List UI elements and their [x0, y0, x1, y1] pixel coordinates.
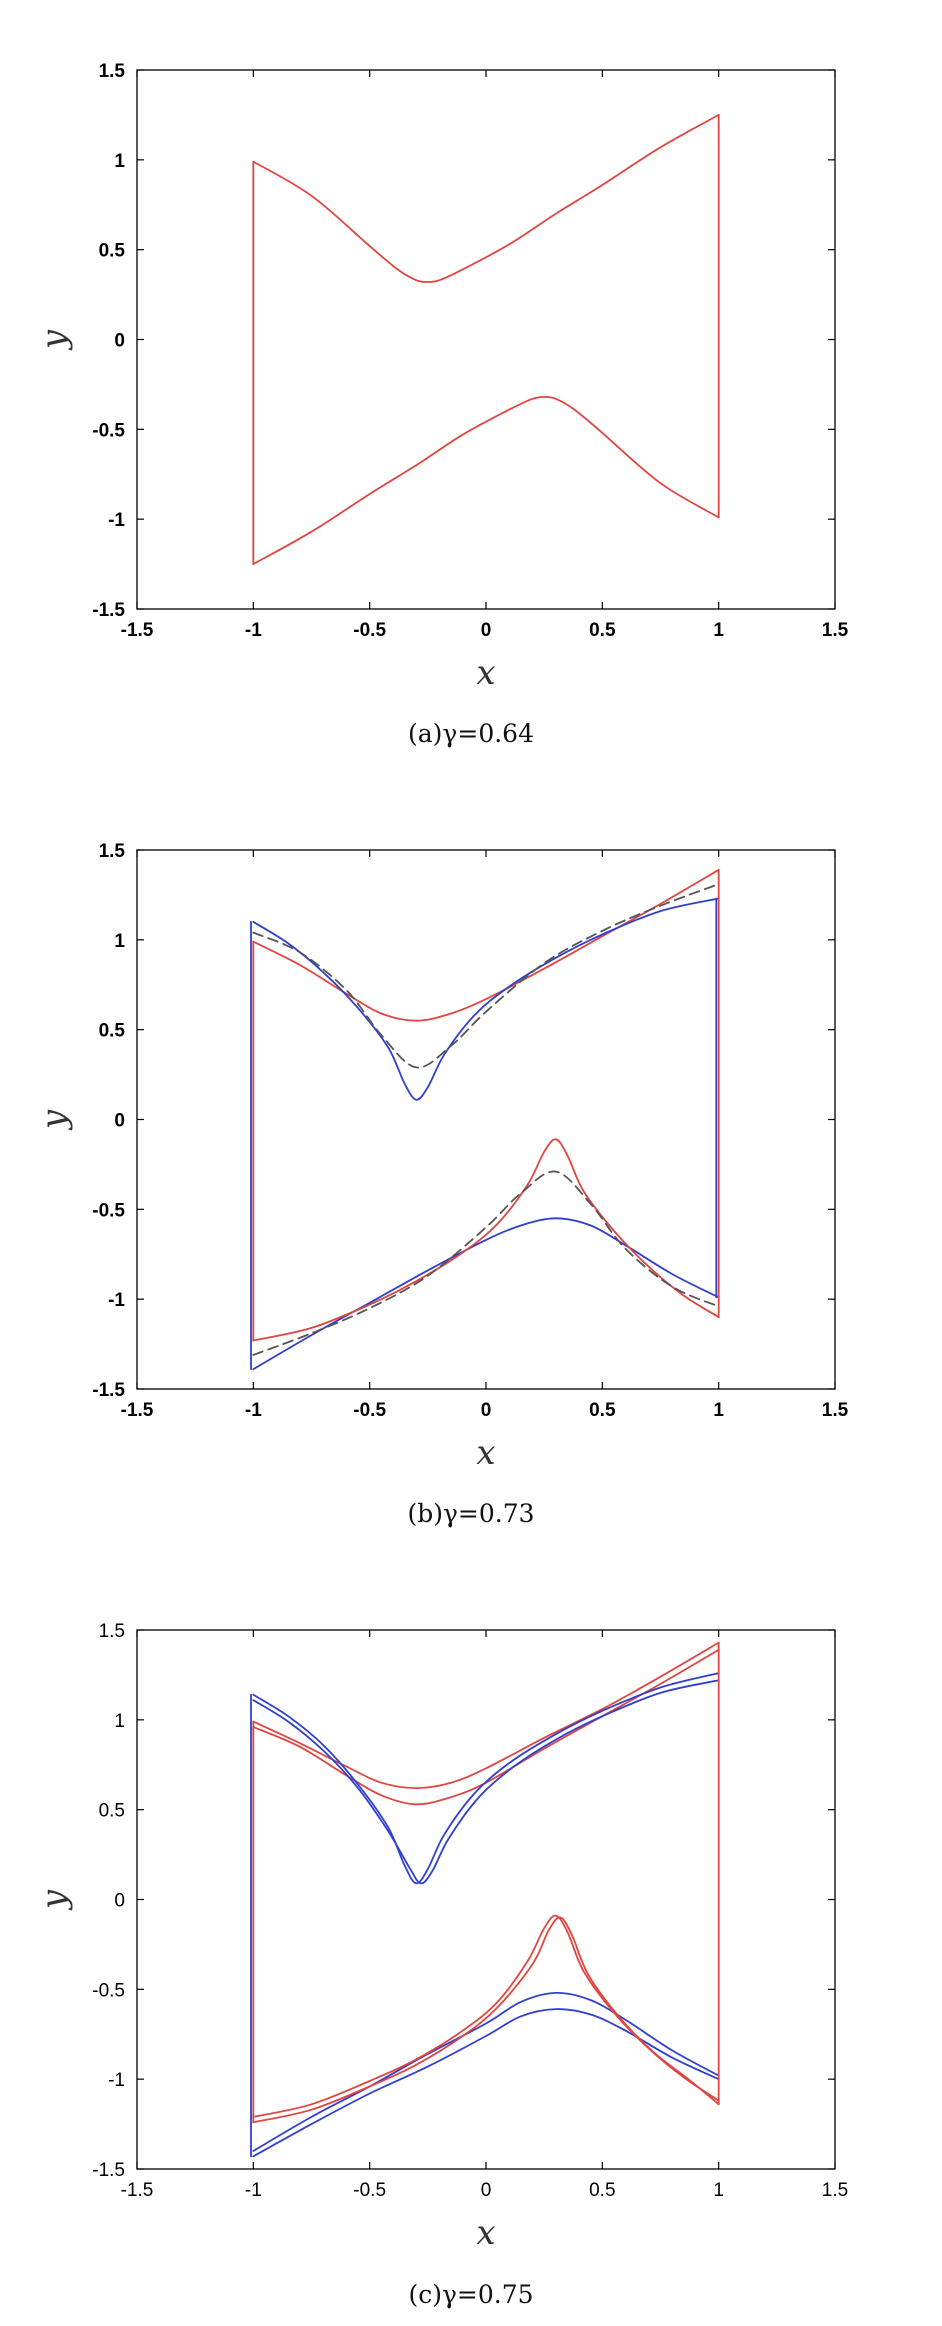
x-tick-label: 0 [481, 620, 492, 641]
panel-caption: (a)γ=0.64 [408, 719, 534, 748]
series-line-5 [252, 1138, 720, 1342]
y-tick-label: 0.5 [99, 1021, 126, 1042]
y-tick-label: -0.5 [92, 1200, 125, 1221]
y-tick-label: -1 [108, 1290, 125, 1311]
x-tick-label: 1.5 [822, 620, 849, 641]
y-tick-label: -0.5 [92, 420, 125, 441]
series-line-6 [252, 2008, 720, 2158]
x-tick-label: -1.5 [121, 1400, 154, 1421]
y-axis-label: y [34, 329, 74, 351]
x-tick-label: 0.5 [589, 620, 616, 641]
panel-1: -1.5 -1 -0.5 0 0.5 1 1.5 -1.5 -1 -0.5 0 0.5 1 1.5 x y (a… [34, 61, 849, 748]
y-tick-label: 1.5 [99, 1621, 125, 1642]
y-tick-label: 1 [114, 931, 125, 952]
panel-2: -1.5 -1 -0.5 0 0.5 1 1.5 -1.5 -1 -0.5 0 0.5 1 1.5 x y (b… [34, 841, 849, 1528]
x-tick-label: -0.5 [353, 2180, 386, 2201]
x-tick-label: 1 [713, 620, 724, 641]
y-tick-label: -1.5 [92, 2160, 125, 2181]
x-tick-label: 1 [713, 1400, 724, 1421]
x-tick-label: -1 [245, 620, 262, 641]
axes-box [136, 849, 836, 1390]
x-tick-label: 1 [713, 2180, 724, 2201]
x-tick-label: 0 [481, 1400, 492, 1421]
y-tick-label: 1.5 [99, 61, 126, 82]
x-tick-label: -1.5 [121, 620, 154, 641]
y-tick-label: 0 [114, 1891, 125, 1912]
x-axis-label: x [476, 1433, 495, 1473]
x-tick-label: -1 [245, 2180, 262, 2201]
x-tick-label: -0.5 [353, 620, 386, 641]
series-line-6 [252, 1170, 720, 1356]
series-line-4 [252, 1679, 720, 1885]
panel-3: -1.5 -1 -0.5 0 0.5 1 1.5 -1.5 -1 -0.5 0 0.5 1 1.5 x y (c… [34, 1621, 848, 2309]
y-tick-label: 0 [114, 1111, 125, 1132]
series-line-4 [252, 1217, 720, 1371]
axes-box [136, 69, 836, 610]
y-tick-label: -1.5 [92, 1380, 125, 1401]
series-line-1 [252, 1641, 720, 1789]
x-tick-label: 1.5 [822, 1400, 849, 1421]
series-line-1 [252, 114, 720, 283]
series-line-5 [252, 1991, 720, 2152]
series-line-1 [252, 868, 720, 1022]
y-tick-label: -1 [108, 510, 125, 531]
y-axis-label: y [34, 1889, 74, 1911]
x-tick-label: 0 [481, 2180, 492, 2201]
x-tick-label: 0.5 [589, 2180, 615, 2201]
series-line-2 [252, 897, 720, 1101]
y-tick-label: 0 [114, 331, 125, 352]
x-tick-label: -1.5 [121, 2180, 154, 2201]
y-tick-label: 0.5 [99, 241, 126, 262]
series-line-7 [252, 1914, 720, 2118]
x-tick-label: 1.5 [822, 2180, 848, 2201]
x-axis-label: x [476, 2213, 495, 2253]
y-axis-label: y [34, 1109, 74, 1131]
series-line-3 [252, 883, 720, 1069]
panel-caption: (c)γ=0.75 [408, 2280, 533, 2309]
y-tick-label: 1 [114, 1711, 125, 1732]
series-line-2 [252, 1648, 720, 1806]
x-tick-label: -0.5 [353, 1400, 386, 1421]
x-tick-label: -1 [245, 1400, 262, 1421]
panel-caption: (b)γ=0.73 [407, 1499, 534, 1528]
series-line-8 [252, 1916, 720, 2124]
series-line-3 [252, 1672, 720, 1885]
axes-box [136, 1629, 836, 2170]
series-line-2 [252, 396, 720, 565]
x-tick-label: 0.5 [589, 1400, 616, 1421]
x-axis-label: x [476, 653, 495, 693]
y-tick-label: -0.5 [92, 1980, 125, 2001]
y-tick-label: -1 [108, 2070, 125, 2091]
y-tick-label: -1.5 [92, 600, 125, 621]
y-tick-label: 0.5 [99, 1801, 125, 1822]
y-tick-label: 1 [114, 151, 125, 172]
y-tick-label: 1.5 [99, 841, 126, 862]
